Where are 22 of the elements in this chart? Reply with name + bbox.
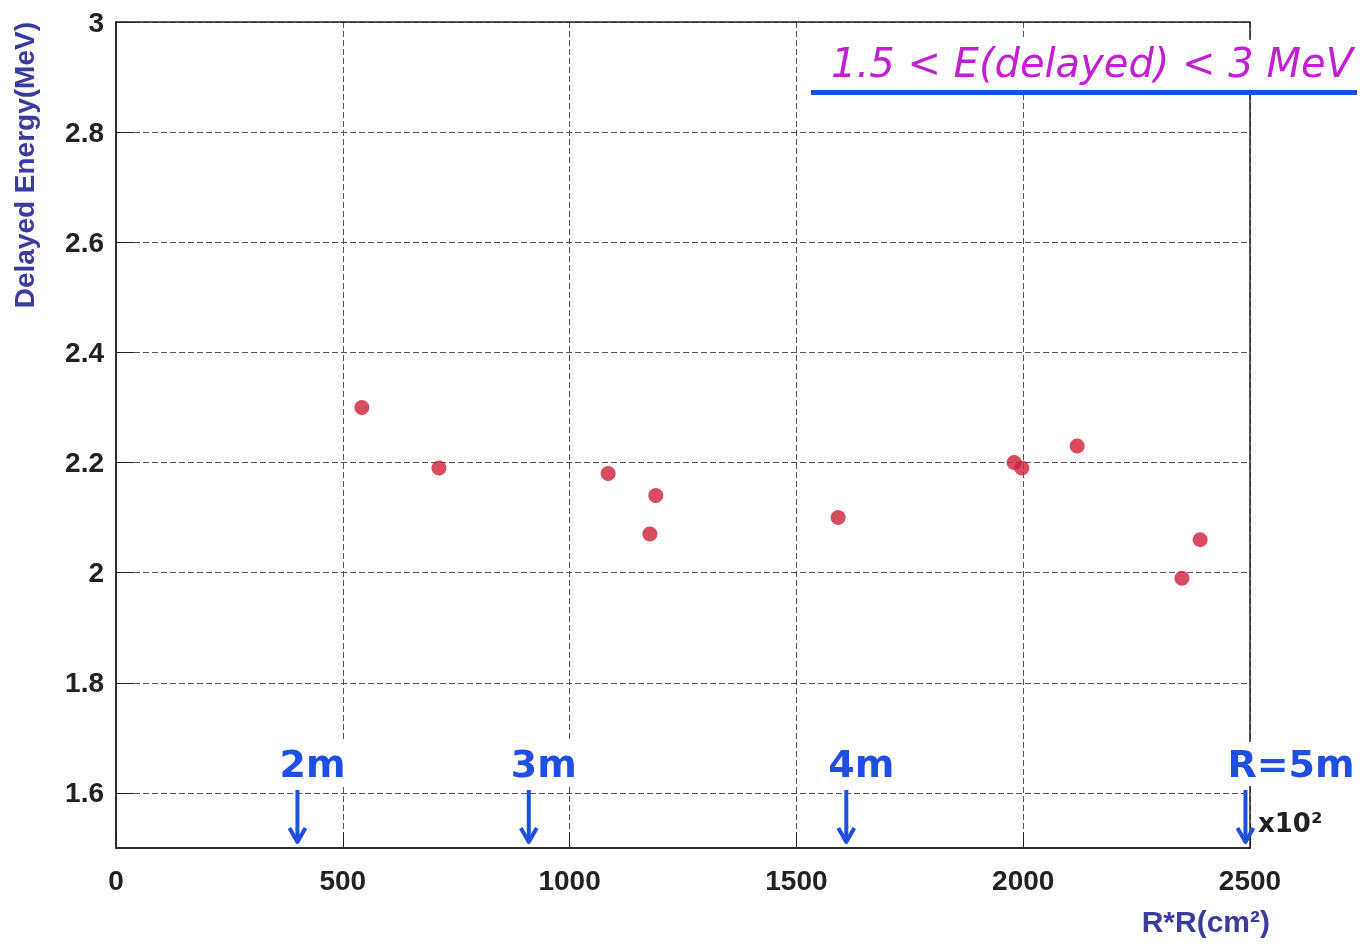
y-tick-label: 2.2 — [65, 447, 104, 479]
x-tick-label: 1000 — [538, 864, 601, 896]
annotation: 4m — [828, 742, 895, 786]
annotation: 2m — [279, 742, 346, 786]
annotation: 1.5 < E(delayed) < 3 MeV — [811, 40, 1357, 95]
y-tick-label: 2.4 — [65, 336, 105, 368]
x-tick-label: 2500 — [1218, 864, 1282, 896]
y-tick-label: 2 — [88, 557, 104, 589]
annotation: R=5m — [1227, 742, 1355, 786]
y-tick-label: 1.6 — [65, 777, 104, 809]
y-tick-label: 2.6 — [65, 226, 104, 258]
x-tick-label: 2000 — [992, 864, 1055, 896]
y-tick-label: 2.8 — [65, 116, 104, 148]
y-tick-label: 1.8 — [65, 667, 104, 699]
annotation: 3m — [510, 742, 577, 786]
x-axis-title: R*R(cm²) — [1141, 904, 1270, 938]
y-tick-label: 3 — [88, 6, 104, 38]
y-axis-title: Delayed Energy(MeV) — [8, 22, 40, 309]
x-tick-label: 0 — [108, 864, 124, 896]
text: x10² — [1258, 808, 1323, 838]
x-tick-label: 1500 — [765, 864, 828, 896]
x-tick-label: 500 — [319, 864, 367, 896]
